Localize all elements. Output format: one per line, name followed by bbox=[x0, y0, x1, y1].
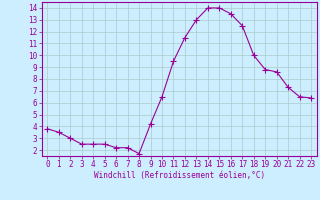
X-axis label: Windchill (Refroidissement éolien,°C): Windchill (Refroidissement éolien,°C) bbox=[94, 171, 265, 180]
